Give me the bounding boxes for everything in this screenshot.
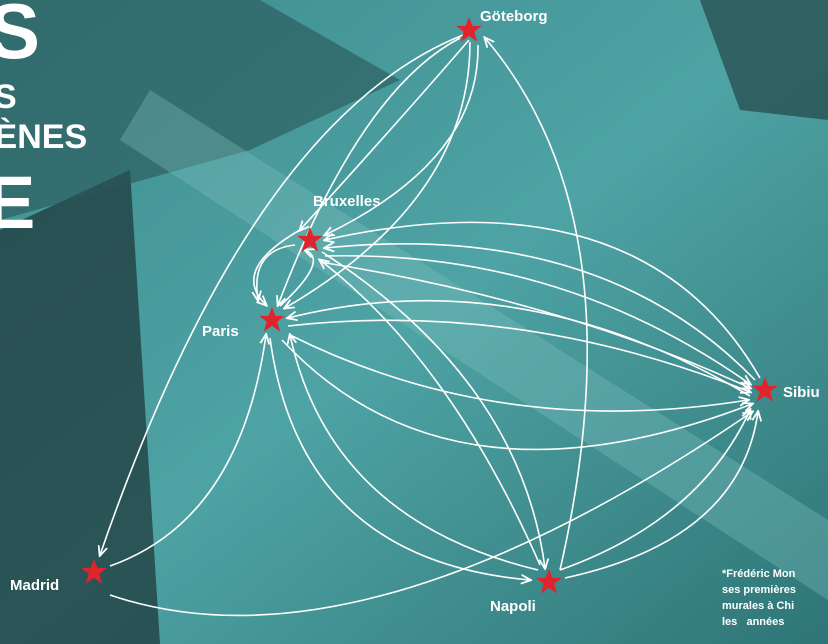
city-label: Paris [202, 323, 239, 340]
city-label: Napoli [490, 598, 536, 615]
city-label: Göteborg [480, 8, 548, 25]
headline: CÈNES [0, 118, 87, 156]
headline: E [0, 161, 35, 244]
headline: S [0, 78, 17, 116]
headline: S [0, 0, 40, 75]
city-label: Bruxelles [313, 193, 381, 210]
footnote: murales à Chi [722, 600, 794, 612]
footnote: les années [722, 616, 784, 628]
footnote: ses premières [722, 584, 796, 596]
page: Göteborg Bruxelles Paris Sibiu Madrid Na… [0, 0, 828, 644]
city-label: Madrid [10, 577, 59, 594]
city-label: Sibiu [783, 384, 820, 401]
footnote: *Frédéric Mon [722, 568, 796, 580]
